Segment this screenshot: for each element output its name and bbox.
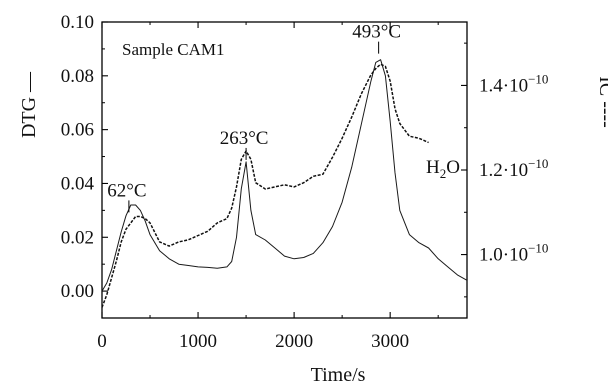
y-right-tick-exponent: −10	[528, 71, 548, 86]
x-tick-label: 2000	[275, 331, 313, 352]
y-right-tick-exponent: −10	[528, 241, 548, 256]
peak-annotations: 62°C 263°C 493°C	[107, 22, 401, 213]
x-axis-title: Time/s	[311, 364, 366, 386]
x-tick-label: 0	[97, 331, 107, 352]
y-right-tick-mantissa: 1.4·10	[479, 75, 528, 96]
y-right-axis-title: IC ----	[595, 76, 608, 128]
plot-frame	[101, 21, 468, 319]
species-label-subscript: 2	[440, 166, 447, 181]
y-right-tick-label: 1.2·10−10	[479, 156, 548, 181]
y-left-tick-label: 0.04	[61, 173, 95, 194]
y-left-tick-label: 0.08	[61, 66, 94, 87]
peak-label: 62°C	[107, 180, 146, 201]
peak-label: 493°C	[352, 22, 401, 43]
y-right-tick-labels: 1.0·10−101.2·10−101.4·10−10	[479, 71, 548, 265]
y-left-tick-labels: 0.00 0.02 0.04 0.06 0.08 0.10	[61, 12, 95, 302]
species-label-end: O	[446, 157, 460, 178]
x-tick-labels: 0 1000 2000 3000	[97, 331, 409, 352]
y-left-tick-label: 0.06	[61, 120, 94, 141]
ic-series-line	[101, 63, 429, 308]
sample-label: Sample CAM1	[122, 40, 224, 59]
x-tick-label: 3000	[371, 331, 409, 352]
species-label-main: H	[426, 157, 440, 178]
y-right-tick-label: 1.4·10−10	[479, 71, 548, 96]
y-right-tick-exponent: −10	[528, 156, 548, 171]
y-left-axis-title: DTG —	[18, 71, 40, 138]
x-tick-label: 1000	[179, 331, 217, 352]
y-right-tick-label: 1.0·10−10	[479, 241, 548, 266]
y-left-tick-label: 0.10	[61, 12, 94, 33]
y-right-tick-mantissa: 1.0·10	[479, 245, 528, 266]
y-right-tick-mantissa: 1.2·10	[479, 160, 528, 181]
tick-marks	[101, 21, 467, 319]
y-left-tick-label: 0.00	[61, 281, 94, 302]
peak-label: 263°C	[220, 128, 269, 149]
dtg-series-line	[101, 59, 468, 292]
series-group	[101, 59, 468, 308]
species-label: H2O	[426, 157, 460, 181]
y-left-tick-label: 0.02	[61, 227, 94, 248]
